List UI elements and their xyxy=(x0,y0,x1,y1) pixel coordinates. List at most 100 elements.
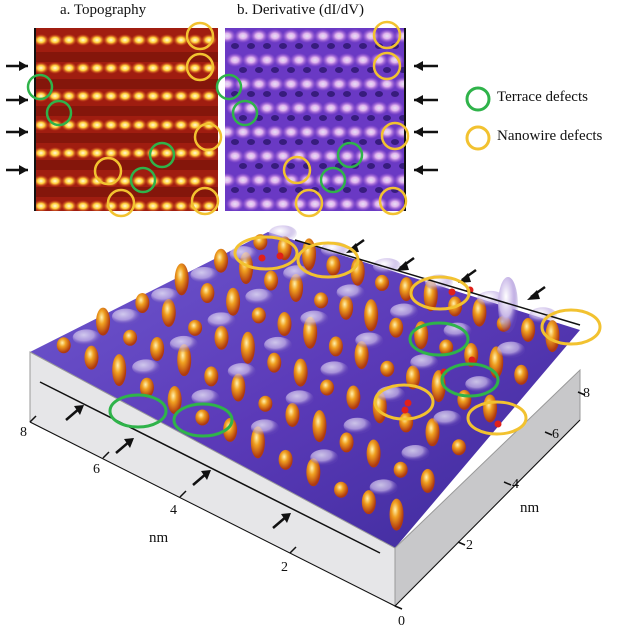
surface-peak xyxy=(399,412,414,433)
topography-atom xyxy=(75,34,91,46)
derivative-dark-spot xyxy=(319,163,327,169)
surface-mound xyxy=(390,303,419,320)
topography-atom xyxy=(75,62,91,74)
surface-mound xyxy=(410,354,439,371)
derivative-spot xyxy=(314,77,332,91)
topography-atom xyxy=(159,119,175,131)
derivative-spot xyxy=(362,125,380,139)
surface-mound xyxy=(190,266,219,283)
surface-mound xyxy=(369,479,398,496)
derivative-spot xyxy=(250,125,268,139)
topography-atom xyxy=(61,200,77,211)
nanowire-defect-circle xyxy=(378,186,408,216)
derivative-spot xyxy=(386,101,404,115)
derivative-spot xyxy=(338,149,356,163)
topography-atom xyxy=(89,147,105,159)
topography-atom xyxy=(159,175,175,187)
topography-atom xyxy=(75,200,91,211)
right-tick-4: 4 xyxy=(512,477,519,492)
topography-atom xyxy=(173,200,189,211)
derivative-spot xyxy=(338,53,356,67)
derivative-dark-spot xyxy=(295,43,303,49)
derivative-dark-spot xyxy=(231,139,239,145)
surface-mound xyxy=(250,419,279,436)
surface-peak xyxy=(389,317,404,338)
derivative-dark-spot xyxy=(279,43,287,49)
right-arrow-3-head xyxy=(414,165,423,175)
derivative-spot xyxy=(242,149,260,163)
surface-mound xyxy=(111,308,140,325)
surface-peak xyxy=(214,325,229,350)
derivative-dark-spot xyxy=(375,139,383,145)
derivative-dark-spot xyxy=(343,91,351,97)
surface-mound xyxy=(245,288,274,305)
derivative-dark-spot xyxy=(359,43,367,49)
surface-mound xyxy=(72,329,101,346)
derivative-dark-spot xyxy=(343,187,351,193)
terrace-defect-circle xyxy=(148,141,176,169)
topography-atom xyxy=(187,34,203,46)
surface-peak xyxy=(226,287,241,316)
derivative-spot xyxy=(282,125,300,139)
surface-mound xyxy=(372,258,401,275)
surface-peak xyxy=(204,366,219,387)
nanowire-defect-circle xyxy=(372,51,402,81)
derivative-dark-spot xyxy=(231,43,239,49)
topography-atom xyxy=(89,119,105,131)
surface-peak xyxy=(240,331,255,364)
derivative-spot xyxy=(266,29,284,43)
topography-atom xyxy=(35,200,49,211)
derivative-spot xyxy=(258,101,276,115)
surface-peak xyxy=(350,257,365,286)
topography-atom xyxy=(35,119,49,131)
derivative-spot xyxy=(394,173,405,187)
surface-peak xyxy=(328,336,343,357)
derivative-spot xyxy=(378,77,396,91)
derivative-spot xyxy=(346,125,364,139)
derivative-dark-spot xyxy=(375,187,383,193)
derivative-spot xyxy=(306,197,324,211)
topography-atom xyxy=(145,119,161,131)
derivative-spot xyxy=(370,149,388,163)
surface-peak xyxy=(314,292,329,309)
right-axis-tick xyxy=(457,541,466,546)
derivative-spot xyxy=(226,149,244,163)
surface-mound xyxy=(310,449,339,466)
derivative-spot xyxy=(225,29,236,43)
topography-atom xyxy=(145,90,161,102)
surface-peak xyxy=(258,395,273,412)
topography-atom xyxy=(103,119,119,131)
derivative-spot xyxy=(394,125,405,139)
topography-atom xyxy=(103,62,119,74)
derivative-dark-spot xyxy=(399,115,405,121)
surface-peak xyxy=(56,337,71,354)
terrace-defect-circle xyxy=(336,141,364,169)
surface-peak xyxy=(200,283,215,304)
surface-side-arrow-head-2 xyxy=(201,470,211,480)
surface-mound xyxy=(132,359,161,376)
topography-atom xyxy=(173,147,189,159)
derivative-spot xyxy=(378,173,396,187)
surface-peak xyxy=(425,418,440,447)
derivative-spot xyxy=(282,29,300,43)
surface-defect-dot xyxy=(494,420,502,428)
derivative-spot xyxy=(330,77,348,91)
surface-peak xyxy=(267,352,282,373)
surface-nanowire-circle xyxy=(409,275,471,311)
topography-atom xyxy=(117,62,133,74)
surface-terrace-circle xyxy=(440,362,500,398)
surface-peak xyxy=(195,409,210,426)
topography-band xyxy=(35,106,218,116)
derivative-dark-spot xyxy=(319,67,327,73)
derivative-spot xyxy=(362,173,380,187)
derivative-dark-spot xyxy=(335,67,343,73)
topography-atom xyxy=(145,175,161,187)
nanowire-defect-circle xyxy=(193,122,223,152)
topography-atom xyxy=(75,147,91,159)
topography-atom xyxy=(35,62,49,74)
surface-mound xyxy=(169,335,198,352)
surface-defect-dot xyxy=(448,288,456,296)
topography-atom xyxy=(117,90,133,102)
derivative-dark-spot xyxy=(295,139,303,145)
surface-peak xyxy=(312,410,327,443)
